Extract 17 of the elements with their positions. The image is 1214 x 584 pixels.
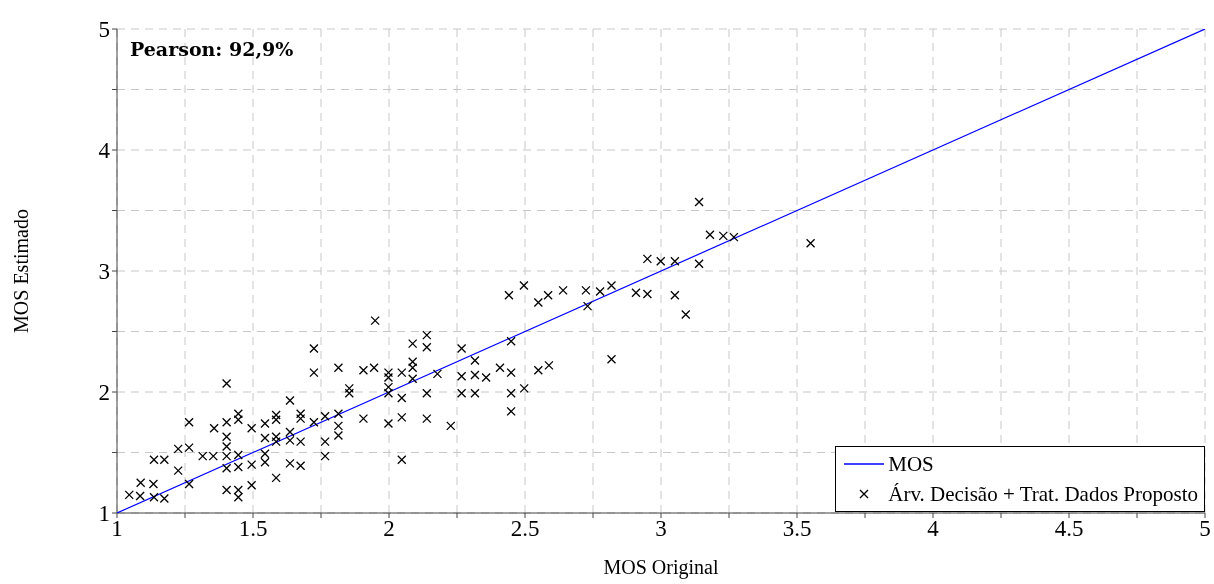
x-tick-label: 2.5	[510, 516, 540, 542]
x-axis-title: MOS Original	[603, 556, 719, 579]
annotation: Pearson: 92,9%	[130, 38, 294, 60]
x-tick-label: 1.5	[238, 516, 268, 542]
legend-label: MOS	[888, 451, 934, 477]
x-tick-label: 3	[655, 516, 667, 542]
y-tick-label: 5	[98, 17, 110, 43]
x-tick-label: 4.5	[1054, 516, 1084, 542]
y-tick-label: 3	[98, 259, 110, 285]
y-axis-title: MOS Estimado	[10, 209, 33, 333]
x-tick-label: 5	[1199, 516, 1211, 542]
y-tick-label: 2	[98, 380, 110, 406]
x-tick-label: 3.5	[782, 516, 812, 542]
y-tick-label: 4	[98, 138, 111, 164]
x-tick-label: 2	[383, 516, 395, 542]
x-tick-label: 4	[927, 516, 940, 542]
legend-label: Árv. Decisão + Trat. Dados Proposto	[888, 481, 1198, 507]
